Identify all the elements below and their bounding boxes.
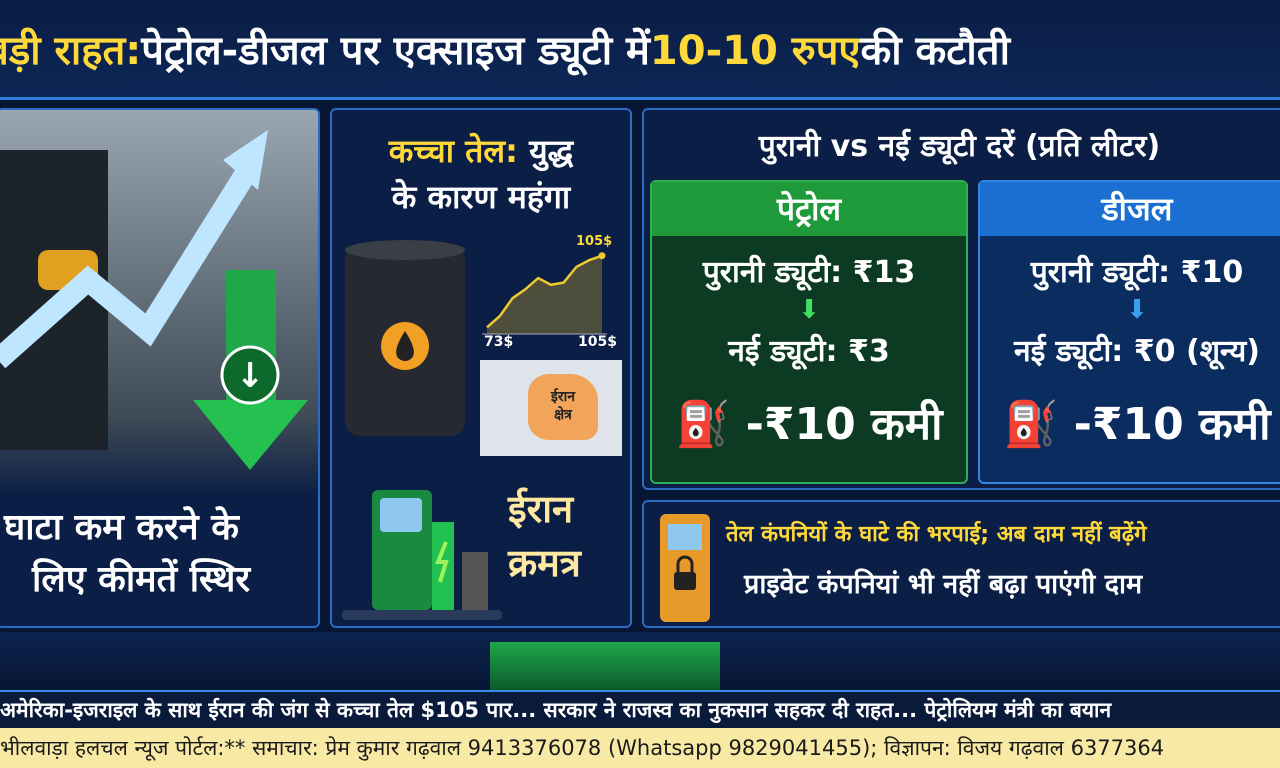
down-arrow-icon: ⬇ <box>1126 295 1148 325</box>
chart-start-label: 73$ <box>484 334 514 350</box>
fuel-pump-icon: ⛽ <box>1003 399 1059 450</box>
down-arrow-icon: ⬇ <box>798 295 820 325</box>
crude-oil-panel: कच्चा तेल: युद्ध के कारण महंगा 105$ 73$ … <box>330 108 632 628</box>
fuel-pump-icon <box>342 490 502 620</box>
crude-title-line2: के कारण महंगा <box>391 178 571 216</box>
crude-title-white: युद्ध <box>517 132 574 170</box>
down-arrow-icon <box>193 400 308 470</box>
duty-comparison-panel: पुरानी vs नई ड्यूटी दरें (प्रति लीटर) पे… <box>642 108 1280 490</box>
chart-area <box>487 255 602 334</box>
left-text-line2: लिए कीमतें स्थिर <box>32 559 251 600</box>
crude-title-yellow: कच्चा तेल: <box>388 132 518 170</box>
iran-label-1: ईरान <box>508 487 574 531</box>
headline-prefix: बड़ी राहत: <box>0 28 142 74</box>
price-arrows-illustration: ↓ <box>0 130 308 470</box>
chart-line <box>486 254 603 329</box>
fuel-pump-icon: ⛽ <box>675 399 731 450</box>
chart-peak-label: 105$ <box>576 234 613 249</box>
price-chart <box>482 252 607 335</box>
duty-title: पुरानी vs नई ड्यूटी दरें (प्रति लीटर) <box>758 129 1161 164</box>
petrol-cut: -₹10 कमी <box>745 399 943 450</box>
diesel-card: डीजल पुरानी ड्यूटी: ₹10 ⬇ नई ड्यूटी: ₹0 … <box>978 180 1280 484</box>
diesel-cut: -₹10 कमी <box>1073 399 1271 450</box>
companies-line2: प्राइवेट कंपनियां भी नहीं बढ़ा पाएंगी दा… <box>744 569 1143 600</box>
diesel-old-duty: पुरानी ड्यूटी: ₹10 <box>1030 255 1244 290</box>
headline: बड़ी राहत: पेट्रोल-डीजल पर एक्साइज ड्यूट… <box>0 0 1280 100</box>
map-label-1: ईरान <box>551 389 575 405</box>
petrol-card-title: पेट्रोल <box>652 182 966 236</box>
diesel-new-duty: नई ड्यूटी: ₹0 (शून्य) <box>1013 334 1261 369</box>
petrol-new-duty: नई ड्यूटी: ₹3 <box>728 334 890 369</box>
companies-line1: तेल कंपनियों के घाटे की भरपाई; अब दाम नह… <box>726 522 1147 547</box>
petrol-old-duty: पुरानी ड्यूटी: ₹13 <box>702 255 916 290</box>
left-text-line1: घाटा कम करने के <box>4 507 239 548</box>
diesel-card-title: डीजल <box>980 182 1280 236</box>
headline-highlight: 10-10 रुपए <box>649 28 861 74</box>
map-label-2: क्षेत्र <box>554 407 572 423</box>
iran-map: ईरान क्षेत्र <box>480 360 622 456</box>
petrol-card: पेट्रोल पुरानी ड्यूटी: ₹13 ⬇ नई ड्यूटी: … <box>650 180 968 484</box>
oil-barrel-icon <box>345 240 465 436</box>
news-ticker: अमेरिका-इजराइल के साथ ईरान की जंग से कच्… <box>0 690 1280 728</box>
left-panel: ↓ घाटा कम करने के लिए कीमतें स्थिर <box>0 108 320 628</box>
chart-end-label: 105$ <box>578 334 617 350</box>
chart-peak-point <box>598 252 606 260</box>
locked-pump-icon <box>660 514 710 622</box>
headline-suffix: की कटौती <box>860 28 1010 74</box>
headline-main: पेट्रोल-डीजल पर एक्साइज ड्यूटी में <box>141 28 650 74</box>
iran-label-2: क्रमत्र <box>508 541 581 585</box>
footer-contact: भीलवाड़ा हलचल न्यूज पोर्टल:** समाचार: प्… <box>0 728 1280 768</box>
rising-arrow-icon <box>0 164 258 369</box>
companies-panel: तेल कंपनियों के घाटे की भरपाई; अब दाम नह… <box>642 500 1280 628</box>
stage-decoration <box>0 632 1280 690</box>
svg-text:↓: ↓ <box>236 356 265 396</box>
